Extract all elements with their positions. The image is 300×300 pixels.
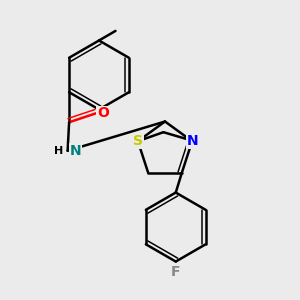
Text: O: O — [97, 106, 109, 120]
Text: H: H — [54, 146, 63, 156]
Text: S: S — [133, 134, 143, 148]
Text: F: F — [171, 265, 181, 279]
Text: N: N — [186, 134, 198, 148]
Text: N: N — [69, 144, 81, 158]
